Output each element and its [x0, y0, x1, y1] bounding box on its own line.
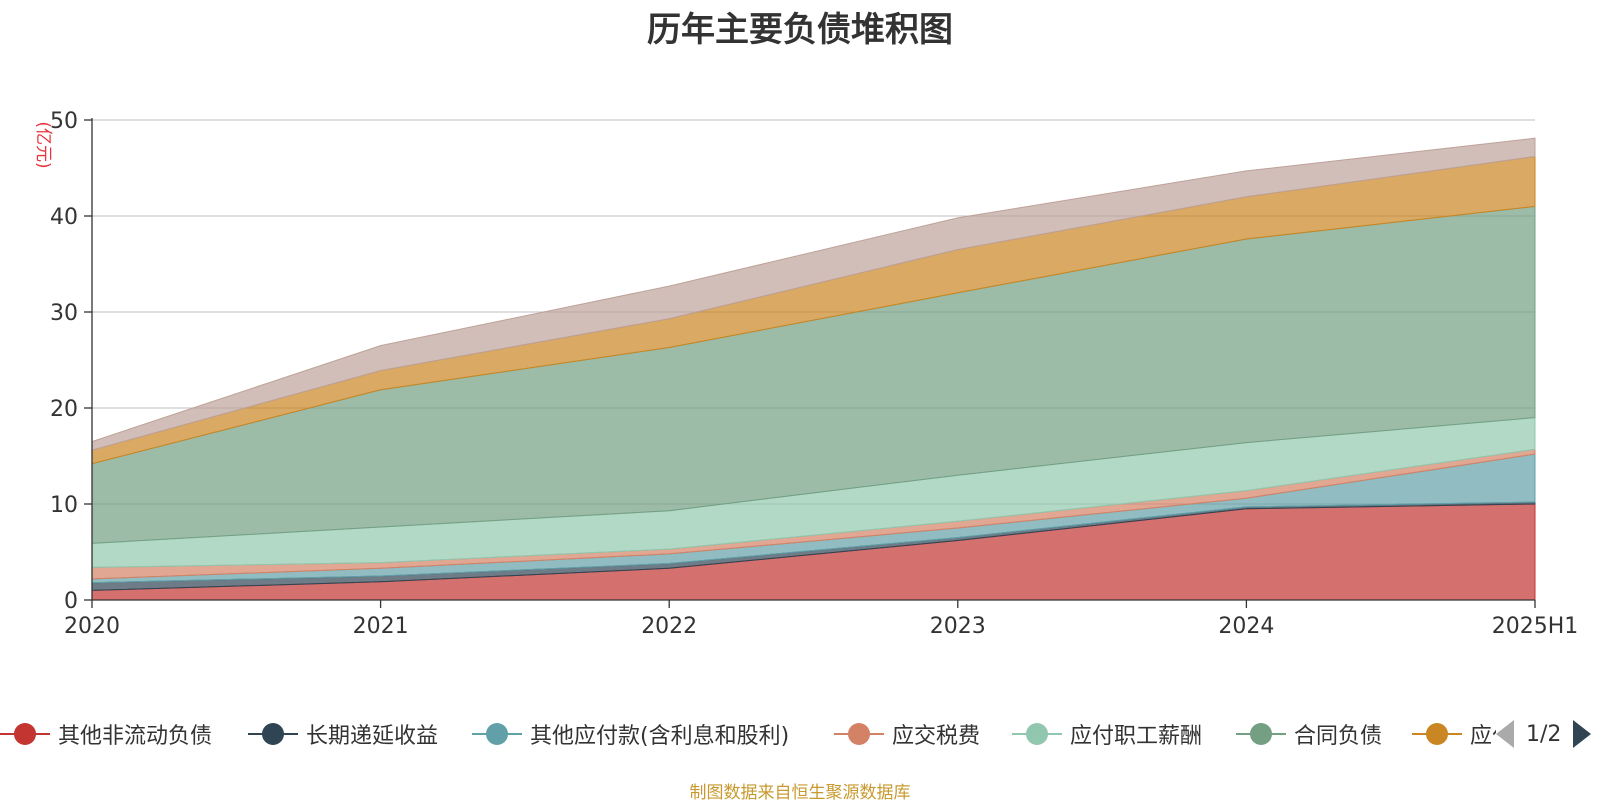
x-tick-label: 2023 [930, 614, 986, 639]
area-series [91, 137, 1536, 451]
legend-item[interactable]: 应付职工薪酬 [1012, 712, 1202, 756]
y-tick-label: 0 [64, 589, 78, 614]
x-tick-label: 2021 [353, 614, 409, 639]
y-tick-label: 40 [50, 205, 78, 230]
legend-label: 应付职工薪酬 [1070, 724, 1203, 749]
legend-marker-icon [834, 723, 884, 745]
chart-plot: 0 10 20 30 40 50 2020 2021 2022 2023 2024 2025H1 (亿… [33, 109, 1578, 639]
y-tick-label: 30 [50, 301, 78, 326]
legend-label: 应交税费 [892, 724, 981, 749]
legend-item[interactable]: 应交税费 [834, 712, 980, 756]
legend-page-indicator: 1/2 [1526, 721, 1562, 747]
x-tick-label: 2020 [64, 614, 120, 639]
legend-item[interactable]: 其他非流动负债 [0, 712, 212, 756]
legend-marker-icon [1012, 723, 1062, 745]
legend-item[interactable]: 合同负债 [1236, 712, 1382, 756]
legend-marker-icon [0, 723, 50, 745]
chart-title: 历年主要负债堆积图 [647, 10, 953, 50]
chart-legend: 其他非流动负债 长期递延收益 其他应付款(含利息和股利) 应交税费 应付职工薪酬 合同负债… [0, 712, 1600, 756]
legend-marker-icon [248, 723, 298, 745]
legend-label: 合同负债 [1294, 724, 1383, 749]
y-tick-label: 10 [50, 493, 78, 518]
y-tick-label: 20 [50, 397, 78, 422]
y-tick-label: 50 [50, 109, 78, 134]
legend-marker-icon [472, 723, 522, 745]
legend-prev-page-icon[interactable] [1496, 720, 1514, 748]
area-series-group [91, 137, 1536, 601]
legend-item[interactable]: 长期递延收益 [248, 712, 438, 756]
legend-label: 其他应付款(含利息和股利) [530, 724, 790, 749]
legend-marker-icon [1412, 723, 1462, 745]
legend-label: 长期递延收益 [306, 724, 439, 749]
x-tick-label: 2024 [1218, 614, 1274, 639]
y-axis-unit-label: (亿元) [33, 121, 53, 168]
legend-item[interactable]: 其他应付款(含利息和股利) [472, 712, 789, 756]
legend-label: 其他非流动负债 [58, 724, 213, 749]
source-note: 制图数据来自恒生聚源数据库 [689, 783, 911, 803]
x-tick-label: 2022 [641, 614, 697, 639]
legend-next-page-icon[interactable] [1573, 720, 1592, 748]
axes: 0 10 20 30 40 50 2020 2021 2022 2023 2024 2025H1 [50, 109, 1578, 639]
x-tick-label: 2025H1 [1492, 614, 1579, 639]
legend-pager: 1/2 [1496, 714, 1592, 754]
legend-marker-icon [1236, 723, 1286, 745]
